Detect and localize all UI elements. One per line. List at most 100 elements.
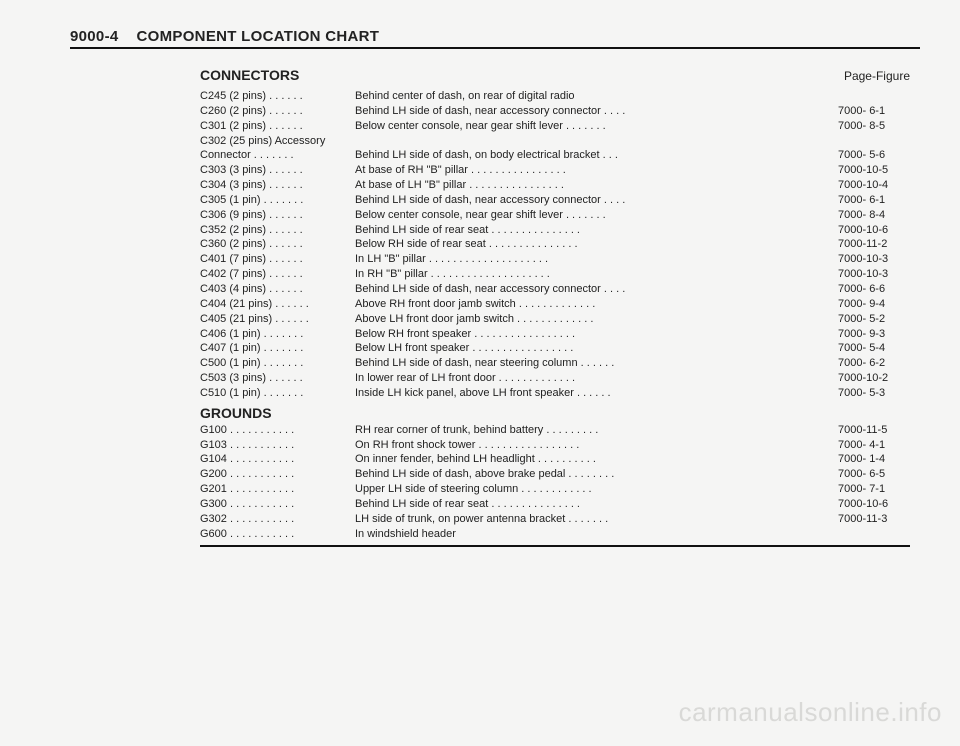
row-label: G201 . . . . . . . . . . . [200, 482, 355, 497]
table-row: G300 . . . . . . . . . . .Behind LH side… [200, 497, 910, 512]
row-label: G200 . . . . . . . . . . . [200, 467, 355, 482]
row-label: G103 . . . . . . . . . . . [200, 438, 355, 453]
table-row: C401 (7 pins) . . . . . . In LH "B" pill… [200, 252, 910, 267]
row-label: C304 (3 pins) . . . . . . [200, 178, 355, 193]
row-page-figure: 7000-10-4 [830, 178, 910, 193]
row-page-figure: 7000- 5-4 [830, 341, 910, 356]
row-label: C303 (3 pins) . . . . . . [200, 163, 355, 178]
table-row: C500 (1 pin) . . . . . . .Behind LH side… [200, 356, 910, 371]
row-description: Behind LH side of rear seat . . . . . . … [355, 223, 830, 238]
row-description: On RH front shock tower . . . . . . . . … [355, 438, 830, 453]
table-row: C403 (4 pins) . . . . . . Behind LH side… [200, 282, 910, 297]
row-page-figure: 7000-10-6 [830, 497, 910, 512]
row-description: Below RH front speaker . . . . . . . . .… [355, 327, 830, 342]
row-page-figure: 7000- 7-1 [830, 482, 910, 497]
row-description: LH side of trunk, on power antenna brack… [355, 512, 830, 527]
row-page-figure: 7000- 6-5 [830, 467, 910, 482]
row-page-figure [830, 134, 910, 149]
table-row: C407 (1 pin) . . . . . . .Below LH front… [200, 341, 910, 356]
row-description: Behind LH side of rear seat . . . . . . … [355, 497, 830, 512]
row-label: C360 (2 pins) . . . . . . [200, 237, 355, 252]
table-row: C510 (1 pin) . . . . . . .Inside LH kick… [200, 386, 910, 401]
row-page-figure: 7000- 5-6 [830, 148, 910, 163]
row-label: G100 . . . . . . . . . . . [200, 423, 355, 438]
row-page-figure: 7000-10-2 [830, 371, 910, 386]
row-label: C305 (1 pin) . . . . . . . [200, 193, 355, 208]
table-row: C301 (2 pins) . . . . . . Below center c… [200, 119, 910, 134]
row-label: C306 (9 pins) . . . . . . [200, 208, 355, 223]
table-row: G100 . . . . . . . . . . .RH rear corner… [200, 423, 910, 438]
row-page-figure: 7000-11-5 [830, 423, 910, 438]
table-row: Connector . . . . . . . Behind LH side o… [200, 148, 910, 163]
row-label: C510 (1 pin) . . . . . . . [200, 386, 355, 401]
row-description: Below RH side of rear seat . . . . . . .… [355, 237, 830, 252]
row-label: C503 (3 pins) . . . . . . [200, 371, 355, 386]
table-row: C302 (25 pins) Accessory [200, 134, 910, 149]
row-description: On inner fender, behind LH headlight . .… [355, 452, 830, 467]
page-figure-heading: Page-Figure [844, 69, 910, 83]
table-row: C306 (9 pins) . . . . . . Below center c… [200, 208, 910, 223]
table-row: G103 . . . . . . . . . . .On RH front sh… [200, 438, 910, 453]
row-label: G104 . . . . . . . . . . . [200, 452, 355, 467]
row-description: RH rear corner of trunk, behind battery … [355, 423, 830, 438]
row-label: C301 (2 pins) . . . . . . [200, 119, 355, 134]
table-row: G600 . . . . . . . . . . .In windshield … [200, 527, 910, 542]
row-page-figure [830, 527, 910, 542]
table-row: G201 . . . . . . . . . . .Upper LH side … [200, 482, 910, 497]
table-row: G104 . . . . . . . . . . .On inner fende… [200, 452, 910, 467]
connectors-heading: CONNECTORS [200, 67, 299, 83]
row-page-figure: 7000- 8-5 [830, 119, 910, 134]
row-description: Inside LH kick panel, above LH front spe… [355, 386, 830, 401]
row-description: Behind LH side of dash, above brake peda… [355, 467, 830, 482]
table-row: C402 (7 pins) . . . . . . In RH "B" pill… [200, 267, 910, 282]
row-label: C500 (1 pin) . . . . . . . [200, 356, 355, 371]
row-label: C406 (1 pin) . . . . . . . [200, 327, 355, 342]
row-label: C260 (2 pins) . . . . . . [200, 104, 355, 119]
row-label: C402 (7 pins) . . . . . . [200, 267, 355, 282]
content-block: CONNECTORS Page-Figure C245 (2 pins) . .… [200, 67, 910, 547]
table-row: C303 (3 pins) . . . . . . At base of RH … [200, 163, 910, 178]
row-label: Connector . . . . . . . [200, 148, 355, 163]
table-row: C305 (1 pin) . . . . . . .Behind LH side… [200, 193, 910, 208]
page-number: 9000-4 [70, 28, 119, 45]
table-row: G302 . . . . . . . . . . .LH side of tru… [200, 512, 910, 527]
row-page-figure [830, 89, 910, 104]
row-description: Behind LH side of dash, near accessory c… [355, 282, 830, 297]
row-description [355, 134, 830, 149]
row-page-figure: 7000-10-6 [830, 223, 910, 238]
row-description: Behind LH side of dash, near accessory c… [355, 104, 830, 119]
row-label: G300 . . . . . . . . . . . [200, 497, 355, 512]
row-page-figure: 7000- 5-2 [830, 312, 910, 327]
row-description: Below LH front speaker . . . . . . . . .… [355, 341, 830, 356]
row-description: Behind LH side of dash, near accessory c… [355, 193, 830, 208]
row-label: C405 (21 pins) . . . . . . [200, 312, 355, 327]
table-row: C405 (21 pins) . . . . . .Above LH front… [200, 312, 910, 327]
row-description: Behind LH side of dash, near steering co… [355, 356, 830, 371]
page-header: 9000-4 COMPONENT LOCATION CHART [70, 28, 920, 49]
row-page-figure: 7000- 5-3 [830, 386, 910, 401]
page-title: COMPONENT LOCATION CHART [137, 28, 380, 45]
row-label: C403 (4 pins) . . . . . . [200, 282, 355, 297]
row-page-figure: 7000-10-5 [830, 163, 910, 178]
table-row: C352 (2 pins) . . . . . . Behind LH side… [200, 223, 910, 238]
table-row: C304 (3 pins) . . . . . . At base of LH … [200, 178, 910, 193]
row-label: C401 (7 pins) . . . . . . [200, 252, 355, 267]
row-description: At base of LH "B" pillar . . . . . . . .… [355, 178, 830, 193]
row-page-figure: 7000- 6-2 [830, 356, 910, 371]
row-description: In lower rear of LH front door . . . . .… [355, 371, 830, 386]
table-row: C260 (2 pins) . . . . . . Behind LH side… [200, 104, 910, 119]
table-row: C503 (3 pins) . . . . . . In lower rear … [200, 371, 910, 386]
row-description: Behind center of dash, on rear of digita… [355, 89, 830, 104]
row-page-figure: 7000-10-3 [830, 252, 910, 267]
row-page-figure: 7000- 6-1 [830, 104, 910, 119]
page: 9000-4 COMPONENT LOCATION CHART CONNECTO… [0, 0, 960, 547]
table-row: C404 (21 pins) . . . . . .Above RH front… [200, 297, 910, 312]
table-row: C406 (1 pin) . . . . . . .Below RH front… [200, 327, 910, 342]
connectors-table: C245 (2 pins) . . . . . . Behind center … [200, 89, 910, 401]
row-page-figure: 7000-11-2 [830, 237, 910, 252]
row-page-figure: 7000- 9-3 [830, 327, 910, 342]
row-page-figure: 7000- 8-4 [830, 208, 910, 223]
row-description: At base of RH "B" pillar . . . . . . . .… [355, 163, 830, 178]
row-label: G302 . . . . . . . . . . . [200, 512, 355, 527]
table-row: G200 . . . . . . . . . . .Behind LH side… [200, 467, 910, 482]
